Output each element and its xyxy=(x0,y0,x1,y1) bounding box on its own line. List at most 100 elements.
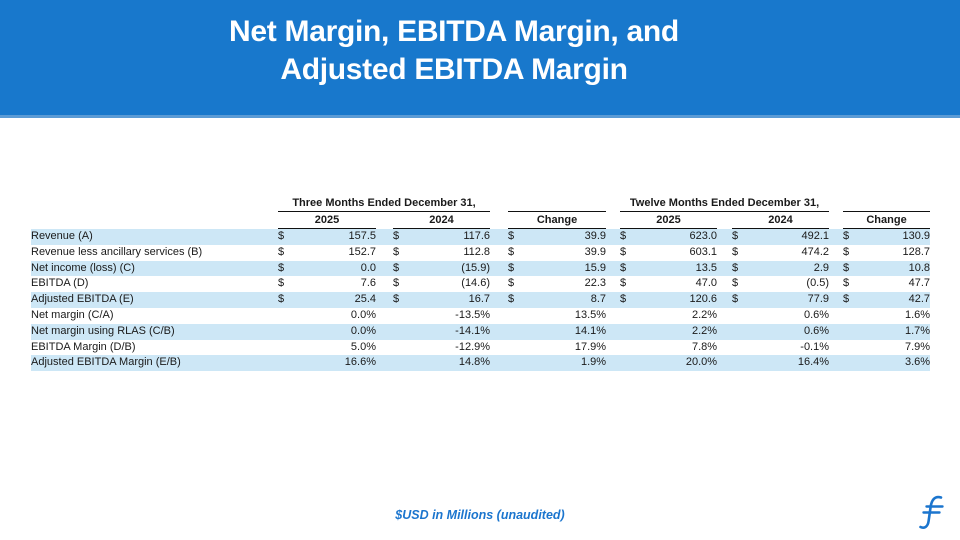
value-cell: 13.5 xyxy=(695,261,718,274)
table-row-rlas: Revenue less ancillary services (B) $ 15… xyxy=(31,245,930,261)
cell-gap xyxy=(490,245,508,261)
value-cell: 47.0 xyxy=(695,277,718,290)
currency-symbol: $ xyxy=(620,245,627,258)
currency-symbol xyxy=(732,340,754,356)
cell-empty xyxy=(31,212,278,229)
currency-symbol: $ xyxy=(843,261,850,274)
value-cell: 157.5 xyxy=(348,230,376,242)
currency-symbol xyxy=(620,340,642,356)
value-cell: 128.7 xyxy=(902,245,931,258)
cell-gap xyxy=(490,292,508,308)
col-header-2024: 2024 xyxy=(393,211,491,229)
cell-gap xyxy=(606,195,620,212)
currency-symbol: $ xyxy=(508,245,515,258)
row-label: EBITDA Margin (D/B) xyxy=(31,340,136,353)
cell-gap xyxy=(606,261,620,277)
row-label: Revenue (A) xyxy=(31,229,93,242)
row-label: Net margin (C/A) xyxy=(31,308,114,321)
currency-symbol: $ xyxy=(393,261,400,274)
cell-gap xyxy=(829,276,843,292)
cell-gap xyxy=(490,340,508,356)
currency-symbol xyxy=(843,308,865,324)
value-cell: 22.3 xyxy=(584,277,607,290)
currency-symbol xyxy=(278,355,300,371)
cell-gap xyxy=(376,355,393,371)
currency-symbol: $ xyxy=(393,277,400,290)
cell-gap xyxy=(376,292,393,308)
value-cell: 1.6% xyxy=(904,308,931,321)
cell-gap xyxy=(717,355,732,371)
currency-symbol: $ xyxy=(620,230,627,242)
currency-symbol: $ xyxy=(732,261,739,274)
year-header-row: 2025 2024 Change 2025 2024 Change xyxy=(31,211,931,229)
currency-symbol xyxy=(732,324,754,340)
cell-gap xyxy=(717,229,732,245)
currency-symbol: $ xyxy=(278,261,285,274)
value-cell: -0.1% xyxy=(800,340,830,353)
currency-symbol xyxy=(620,324,642,340)
currency-symbol xyxy=(620,308,642,324)
currency-symbol xyxy=(278,340,300,356)
slide-title-line1: Net Margin, EBITDA Margin, and xyxy=(229,15,679,48)
cell-gap xyxy=(829,229,843,245)
value-cell: 39.9 xyxy=(584,230,607,242)
value-cell: 152.7 xyxy=(348,245,376,258)
cell-gap xyxy=(717,212,732,229)
currency-symbol: $ xyxy=(732,230,739,242)
col-header-2025: 2025 xyxy=(620,211,718,229)
cell-gap xyxy=(717,308,732,324)
cell-gap xyxy=(490,324,508,340)
currency-symbol: $ xyxy=(620,261,627,274)
currency-symbol: $ xyxy=(278,230,285,242)
cell-gap xyxy=(376,229,393,245)
cell-gap xyxy=(376,308,393,324)
currency-symbol xyxy=(843,340,865,356)
financials-table-container: Three Months Ended December 31, Twelve M… xyxy=(31,195,931,372)
value-cell: (0.5) xyxy=(806,277,830,290)
table-row-net-income: Net income (loss) (C) $ 0.0 $ (15.9) $ 1… xyxy=(31,260,931,277)
value-cell: -12.9% xyxy=(455,340,491,353)
cell-gap xyxy=(829,340,843,356)
cell-gap xyxy=(829,355,843,371)
group-header-twelve-months: Twelve Months Ended December 31, xyxy=(620,195,830,212)
value-cell: 474.2 xyxy=(801,245,830,258)
cell-gap xyxy=(376,340,393,356)
col-header-change: Change xyxy=(843,211,931,229)
cell-gap xyxy=(606,355,620,371)
currency-symbol: $ xyxy=(393,245,400,258)
value-cell: 15.9 xyxy=(584,261,607,274)
cell-gap xyxy=(376,212,393,229)
value-cell: 1.9% xyxy=(580,356,607,369)
value-cell: 7.9% xyxy=(904,340,931,353)
cell-gap xyxy=(376,276,393,292)
change-column-overline xyxy=(843,195,931,212)
value-cell: 16.7 xyxy=(468,293,491,306)
value-cell: 10.8 xyxy=(908,261,931,274)
currency-symbol: $ xyxy=(620,277,627,290)
table-row-net-margin: Net margin (C/A) 0.0% -13.5% 13.5% 2.2% … xyxy=(31,308,930,324)
col-header-change: Change xyxy=(508,211,607,229)
value-cell: (14.6) xyxy=(461,277,491,290)
value-cell: -14.1% xyxy=(455,324,491,337)
value-cell: 0.0 xyxy=(360,261,376,274)
row-label: Adjusted EBITDA Margin (E/B) xyxy=(31,356,181,369)
row-label: Adjusted EBITDA (E) xyxy=(31,293,134,306)
slide-title: Net Margin, EBITDA Margin, and Adjusted … xyxy=(0,0,960,89)
currency-symbol xyxy=(732,355,754,371)
value-cell: 14.8% xyxy=(458,356,491,369)
currency-symbol: $ xyxy=(508,293,515,306)
currency-symbol xyxy=(393,355,415,371)
value-cell: 2.2% xyxy=(691,308,718,321)
col-header-2025: 2025 xyxy=(278,211,376,229)
cell-empty xyxy=(31,195,278,212)
currency-symbol xyxy=(508,340,530,356)
currency-symbol xyxy=(278,308,300,324)
cell-gap xyxy=(490,261,508,277)
cell-gap xyxy=(717,245,732,261)
cell-gap xyxy=(717,261,732,277)
currency-symbol: $ xyxy=(843,277,850,290)
cell-gap xyxy=(606,245,620,261)
currency-symbol: $ xyxy=(843,230,850,242)
cell-gap xyxy=(829,195,843,212)
